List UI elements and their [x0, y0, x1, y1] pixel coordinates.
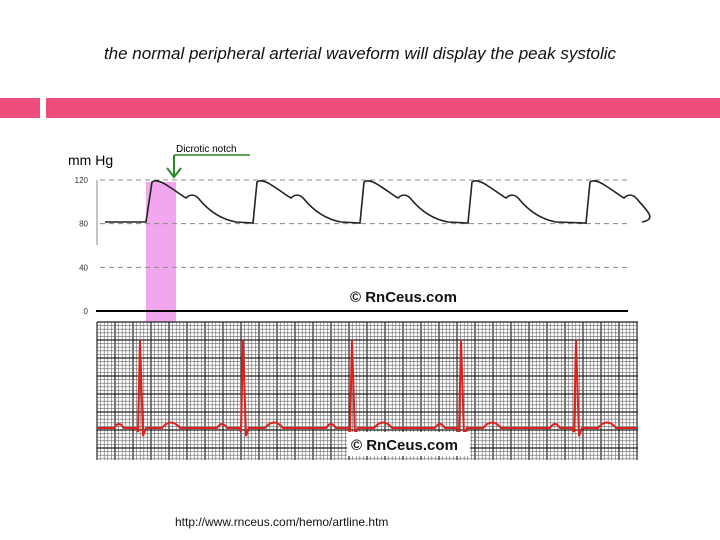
tick-label-40: 40: [79, 263, 88, 272]
dicrotic-notch-label: Dicrotic notch: [176, 144, 237, 155]
source-url: http://www.rnceus.com/hemo/artline.htm: [175, 515, 389, 529]
green-arrow-icon: [166, 155, 182, 179]
accent-bar-left: [0, 98, 40, 118]
accent-bar-right: [46, 98, 720, 118]
tick-label-120: 120: [75, 176, 89, 185]
tick-label-0: 0: [84, 307, 89, 316]
slide-title: the normal peripheral arterial waveform …: [103, 44, 617, 63]
arterial-waveform: [105, 179, 651, 224]
pressure-gridlines: [100, 179, 628, 268]
ecg-trace: [97, 339, 637, 437]
tick-label-80: 80: [79, 220, 88, 229]
watermark-bottom: © RnCeus.com: [351, 437, 458, 454]
watermark-top: © RnCeus.com: [350, 289, 457, 306]
pressure-tick-labels: 120 80 40 0: [75, 176, 89, 316]
watermark-bottom-box: [347, 432, 470, 456]
unit-label: mm Hg: [68, 152, 113, 168]
